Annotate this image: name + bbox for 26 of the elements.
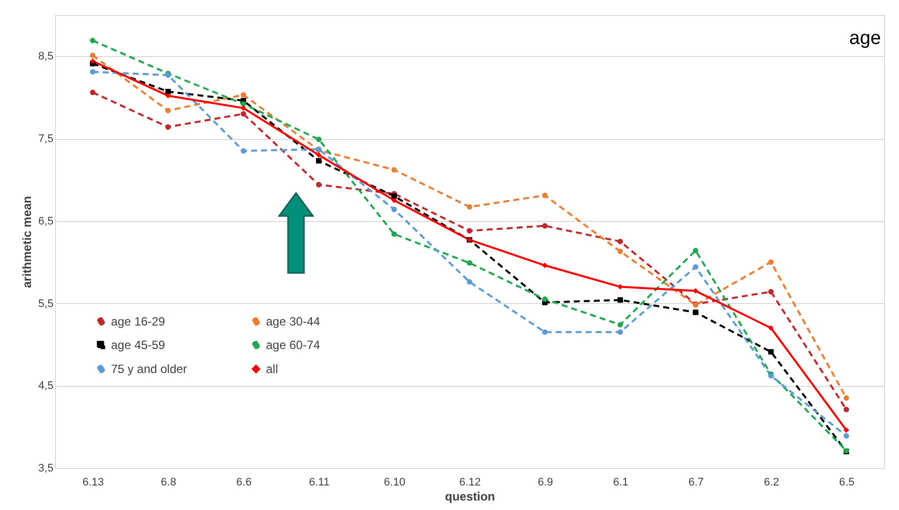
x-tick-label: 6.7 xyxy=(688,476,704,488)
y-axis-title: arithmetic mean xyxy=(20,196,34,288)
x-tick-label: 6.13 xyxy=(82,476,104,488)
legend-label: age 60-74 xyxy=(266,338,320,352)
y-tick-label: 5,5 xyxy=(38,298,54,310)
legend-label: age 16-29 xyxy=(111,314,166,328)
y-tick-label: 6,5 xyxy=(38,215,54,228)
y-tick-label: 7,5 xyxy=(38,133,54,146)
y-tick-label: 3,5 xyxy=(38,462,54,474)
x-tick-label: 6.6 xyxy=(236,476,252,488)
y-tick-label: 8,5 xyxy=(38,50,54,63)
x-tick-label: 6.11 xyxy=(308,476,330,488)
x-tick-label: 6.9 xyxy=(538,476,554,488)
legend-label: age 45-59 xyxy=(111,338,166,352)
legend-label: age 30-44 xyxy=(266,314,320,328)
annotation: age xyxy=(849,28,881,50)
x-tick-label: 6.5 xyxy=(839,476,854,488)
x-axis-title: question xyxy=(445,490,495,504)
x-tick-label: 6.2 xyxy=(764,476,780,488)
legend-label: 75 y and older xyxy=(111,362,188,376)
x-tick-label: 6.10 xyxy=(384,476,406,488)
x-tick-label: 6.12 xyxy=(459,476,481,488)
y-tick-label: 4,5 xyxy=(38,380,54,392)
x-tick-label: 6.8 xyxy=(160,476,176,488)
x-tick-label: 6.1 xyxy=(613,476,628,488)
legend-label: all xyxy=(266,362,278,376)
